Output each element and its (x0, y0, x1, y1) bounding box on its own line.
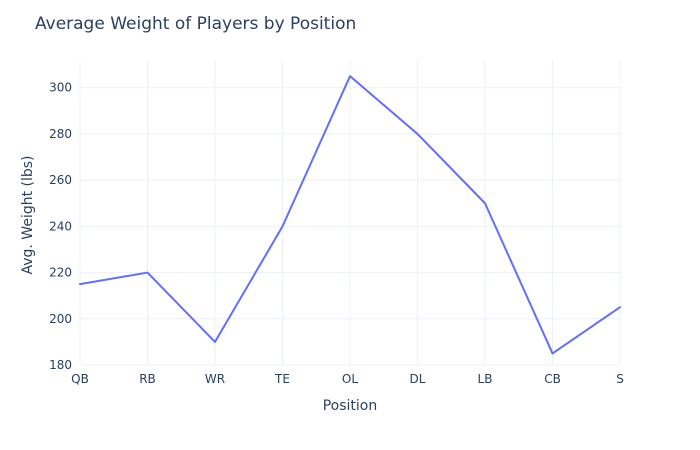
x-tick-label: OL (342, 372, 358, 386)
x-tick-label: CB (544, 372, 561, 386)
y-tick-label: 200 (49, 312, 72, 326)
x-axis-title: Position (323, 398, 378, 414)
x-tick-label: LB (478, 372, 493, 386)
y-tick-label: 260 (49, 173, 72, 187)
y-tick-label: 220 (49, 266, 72, 280)
grid-lines (79, 60, 621, 366)
y-tick-label: 300 (49, 81, 72, 95)
y-axis-title: Avg. Weight (lbs) (20, 155, 36, 274)
chart-title: Average Weight of Players by Position (35, 14, 356, 34)
x-tick-label: WR (205, 372, 225, 386)
x-tick-label: TE (274, 372, 290, 386)
y-tick-label: 280 (49, 127, 72, 141)
x-tick-label: DL (410, 372, 426, 386)
x-tick-label: QB (71, 372, 89, 386)
x-tick-label: RB (139, 372, 156, 386)
x-tick-labels: QB RB WR TE OL DL LB CB S (71, 372, 624, 386)
y-tick-labels: 180 200 220 240 260 280 300 (49, 81, 72, 372)
series-layer (79, 75, 621, 355)
y-tick-label: 180 (49, 358, 72, 372)
y-tick-label: 240 (49, 219, 72, 233)
x-tick-label: S (616, 372, 624, 386)
